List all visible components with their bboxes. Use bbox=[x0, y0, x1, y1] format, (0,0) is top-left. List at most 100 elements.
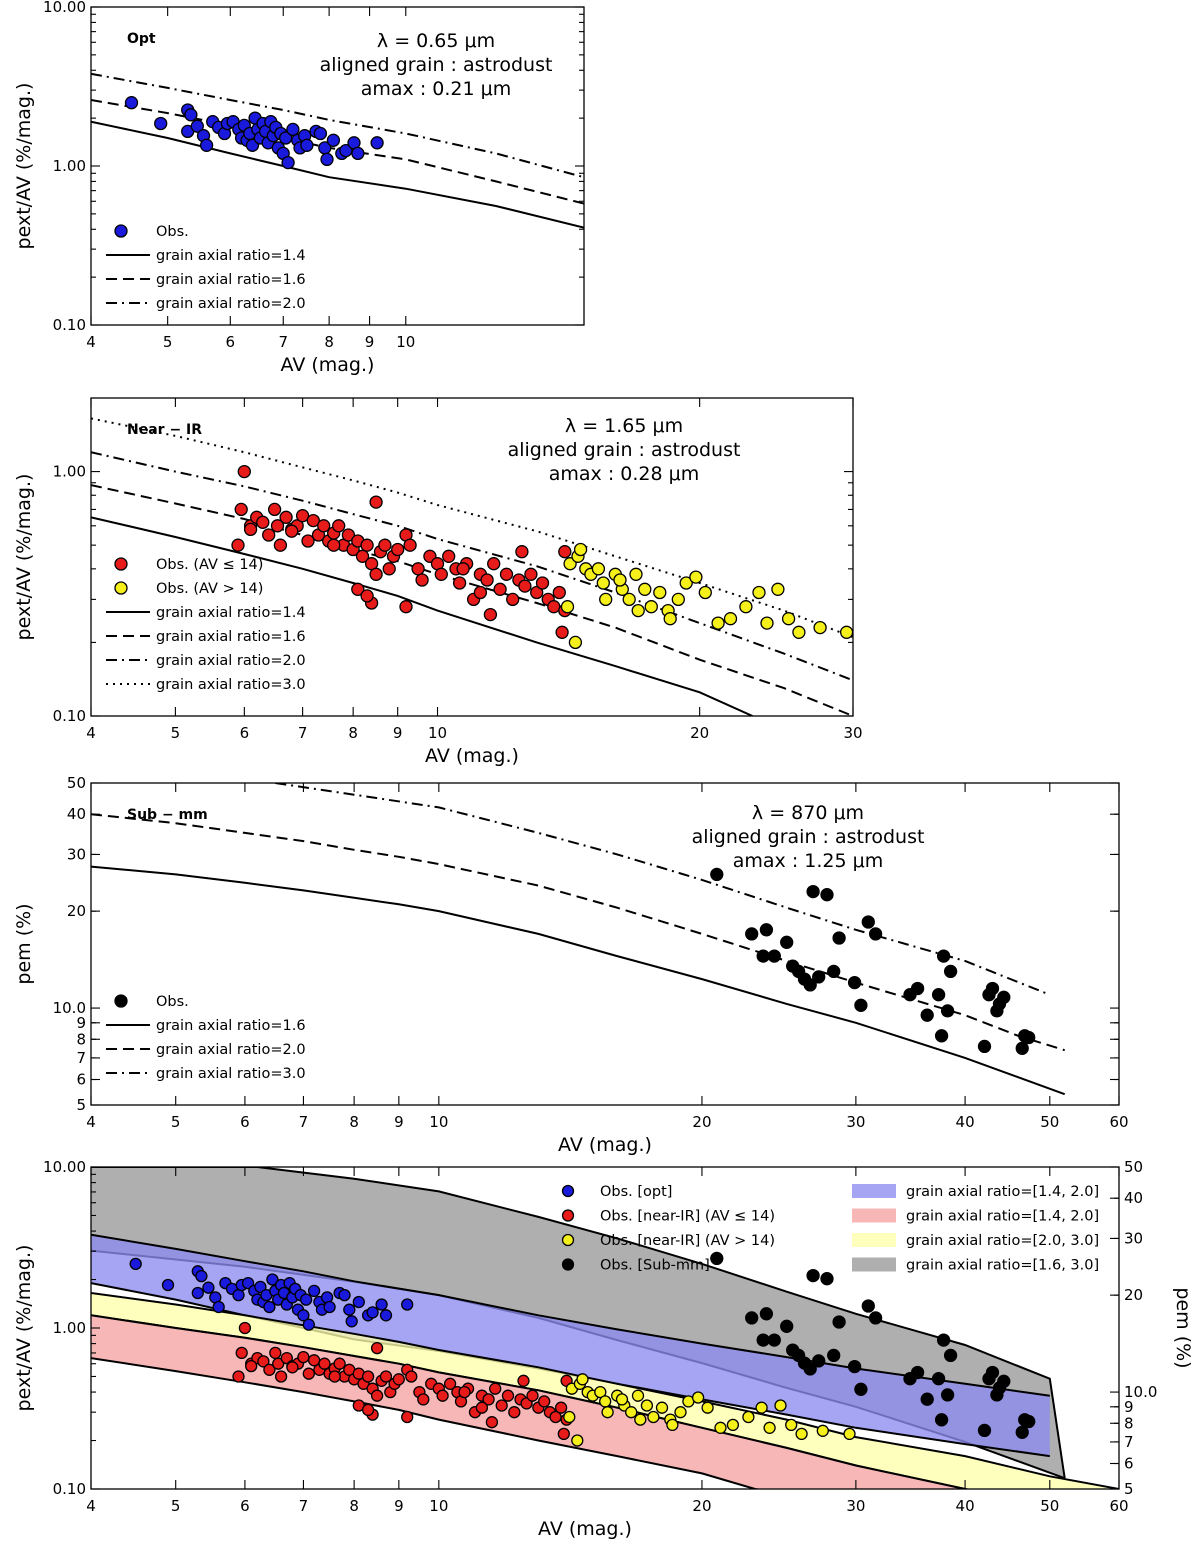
x-tick-label: 20 bbox=[692, 1497, 711, 1515]
data-point bbox=[442, 549, 456, 563]
legend-swatch bbox=[852, 1233, 896, 1247]
data-point bbox=[295, 509, 310, 523]
data-point bbox=[723, 612, 738, 626]
x-tick-label: 30 bbox=[846, 1113, 865, 1131]
y-tick-label: 8 bbox=[76, 1030, 86, 1048]
data-point bbox=[313, 126, 328, 141]
data-point bbox=[154, 116, 168, 131]
x-tick-label: 9 bbox=[394, 1113, 404, 1131]
data-point bbox=[655, 1401, 669, 1414]
data-point bbox=[366, 1306, 379, 1319]
x-tick-label: 8 bbox=[349, 1113, 359, 1131]
y-axis-label: pext/AV (%/mag.) bbox=[13, 1245, 35, 1412]
data-point bbox=[795, 1427, 808, 1441]
model-line bbox=[275, 783, 1051, 996]
data-point bbox=[475, 1401, 489, 1414]
data-point bbox=[985, 981, 1000, 996]
annotation-line: aligned grain : astrodust bbox=[692, 826, 925, 848]
data-point bbox=[563, 1410, 576, 1424]
data-point bbox=[711, 616, 725, 630]
data-point bbox=[515, 545, 529, 559]
x-tick-label: 6 bbox=[240, 1497, 250, 1515]
x-tick-label: 20 bbox=[692, 1113, 711, 1131]
legend-entry: grain axial ratio=1.6 bbox=[156, 629, 306, 645]
data-point bbox=[820, 888, 834, 902]
y-tick-label: 9 bbox=[76, 1014, 86, 1032]
data-point bbox=[501, 1389, 515, 1402]
data-point bbox=[297, 1309, 310, 1322]
y-tick-label-right: 40 bbox=[1124, 1189, 1143, 1207]
data-point bbox=[443, 1377, 457, 1390]
data-point bbox=[483, 607, 498, 622]
x-tick-label: 7 bbox=[278, 333, 288, 351]
data-point bbox=[640, 1399, 654, 1412]
data-point bbox=[286, 1361, 299, 1374]
data-point bbox=[756, 949, 770, 963]
data-point bbox=[405, 1370, 418, 1383]
x-tick-label: 20 bbox=[690, 724, 709, 742]
data-points bbox=[563, 1373, 856, 1447]
data-point bbox=[613, 573, 627, 587]
data-point bbox=[235, 1346, 248, 1360]
data-point bbox=[238, 1321, 252, 1335]
y-tick-label: 7 bbox=[76, 1049, 86, 1067]
data-point bbox=[691, 1391, 705, 1404]
y-tick-label-right: 10.0 bbox=[1124, 1383, 1157, 1401]
data-point bbox=[943, 1348, 958, 1363]
x-tick-label: 8 bbox=[324, 333, 334, 351]
data-point bbox=[568, 635, 583, 650]
data-point bbox=[370, 1389, 384, 1402]
data-point bbox=[274, 1370, 288, 1383]
data-point bbox=[495, 1399, 508, 1412]
data-point bbox=[745, 927, 759, 941]
data-point bbox=[710, 867, 724, 882]
data-point bbox=[920, 1008, 934, 1022]
data-point bbox=[351, 146, 365, 161]
data-point bbox=[653, 585, 667, 600]
data-points bbox=[232, 1321, 573, 1441]
data-point bbox=[382, 562, 396, 576]
data-point bbox=[263, 1300, 276, 1314]
data-point bbox=[803, 1362, 817, 1376]
data-point bbox=[780, 1319, 794, 1333]
data-point bbox=[526, 1389, 539, 1402]
y-tick-label: 5 bbox=[76, 1096, 86, 1114]
data-point bbox=[415, 573, 429, 587]
legend-entry: Obs. [near-IR] (AV > 14) bbox=[600, 1233, 775, 1249]
data-point bbox=[243, 522, 258, 537]
data-point bbox=[601, 1406, 614, 1419]
legend-marker bbox=[561, 1258, 575, 1271]
data-point bbox=[161, 1278, 175, 1292]
data-point bbox=[820, 1272, 834, 1286]
x-tick-label: 8 bbox=[348, 724, 358, 742]
data-point bbox=[861, 1299, 875, 1313]
y-tick-label: 0.10 bbox=[53, 707, 86, 725]
data-point bbox=[482, 1393, 495, 1406]
data-point bbox=[1022, 1414, 1036, 1429]
data-point bbox=[234, 502, 248, 517]
x-tick-label: 4 bbox=[86, 724, 96, 742]
data-point bbox=[493, 582, 507, 596]
model-line bbox=[91, 99, 584, 205]
data-point bbox=[302, 1367, 315, 1380]
x-tick-label: 9 bbox=[394, 1497, 404, 1515]
y-tick-label: 10.00 bbox=[43, 1158, 86, 1176]
data-point bbox=[267, 502, 282, 517]
data-point bbox=[436, 1389, 449, 1402]
y-tick-label: 1.00 bbox=[53, 1319, 86, 1337]
y-tick-label: 30 bbox=[67, 845, 86, 863]
x-tick-label: 5 bbox=[171, 1497, 181, 1515]
legend-entry: Obs. bbox=[156, 994, 189, 1010]
data-point bbox=[341, 528, 356, 542]
data-point bbox=[843, 1427, 856, 1441]
data-point bbox=[231, 538, 245, 552]
x-axis-label: AV (mag.) bbox=[538, 1518, 632, 1540]
legend-marker bbox=[561, 1233, 575, 1247]
data-point bbox=[698, 585, 712, 600]
x-tick-label: 30 bbox=[843, 724, 862, 742]
data-point bbox=[771, 582, 785, 596]
data-point bbox=[714, 1421, 727, 1434]
data-point bbox=[417, 1393, 430, 1406]
data-point bbox=[671, 592, 685, 607]
